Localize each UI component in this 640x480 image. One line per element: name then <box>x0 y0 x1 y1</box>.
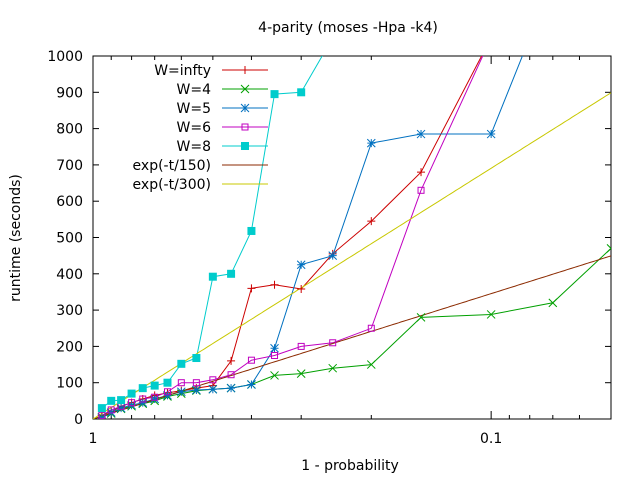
point-marker <box>247 380 256 389</box>
legend: W=infty W=4 W=5 W=6 W=8 exp(-t/150) exp(-t/300… <box>133 63 268 193</box>
y-axis-label: runtime (seconds) <box>8 174 24 302</box>
point-marker <box>163 388 171 396</box>
series-line <box>93 92 611 419</box>
legend-label: W=6 <box>177 120 212 136</box>
legend-label: W=4 <box>177 82 212 98</box>
point-marker <box>271 351 279 359</box>
axes: 0 100 200 300 400 500 600 700 800 900 1000 1 0.1 <box>47 49 611 447</box>
point-marker <box>328 363 338 373</box>
point-marker <box>97 404 106 413</box>
point-marker <box>247 356 255 364</box>
series-markers <box>97 34 611 419</box>
point-marker <box>487 34 495 42</box>
point-marker <box>227 371 235 379</box>
point-marker <box>297 342 305 350</box>
point-marker <box>150 381 159 390</box>
point-marker <box>176 387 186 397</box>
point-marker <box>151 393 159 401</box>
point-marker <box>297 285 306 294</box>
point-marker <box>296 260 306 270</box>
point-marker <box>226 383 236 393</box>
point-marker <box>139 395 147 403</box>
point-marker <box>488 35 494 41</box>
point-marker <box>98 411 106 419</box>
x-tick-label: 0.1 <box>480 431 502 447</box>
point-marker <box>247 284 256 293</box>
point-marker <box>107 396 116 405</box>
point-marker <box>138 398 148 408</box>
point-marker <box>270 90 279 99</box>
point-marker <box>486 310 496 319</box>
y-tick-label: 700 <box>56 158 83 174</box>
point-marker <box>270 371 279 380</box>
point-marker <box>150 394 160 404</box>
point-marker <box>548 298 558 308</box>
point-marker <box>240 84 250 94</box>
x-tick-label: 1 <box>89 431 98 447</box>
y-tick-label: 800 <box>56 122 83 138</box>
point-marker <box>606 244 611 253</box>
point-marker <box>296 369 306 378</box>
y-tick-label: 300 <box>56 303 83 319</box>
legend-label: W=infty <box>154 63 211 79</box>
point-marker <box>416 313 426 322</box>
point-marker <box>138 384 147 393</box>
point-marker <box>192 354 201 363</box>
legend-label: W=5 <box>177 101 211 117</box>
point-marker <box>208 272 217 281</box>
point-marker <box>177 379 185 387</box>
point-marker <box>209 376 217 384</box>
y-tick-label: 200 <box>56 339 83 355</box>
point-marker <box>329 339 337 347</box>
point-marker <box>163 378 172 387</box>
y-tick-label: 500 <box>56 231 83 247</box>
point-marker <box>177 359 186 368</box>
y-tick-label: 900 <box>56 85 83 101</box>
legend-label: exp(-t/300) <box>133 177 211 193</box>
point-marker <box>192 379 200 387</box>
point-marker <box>270 343 279 353</box>
x-axis-label: 1 - probability <box>301 458 399 474</box>
point-marker <box>241 123 249 131</box>
point-marker <box>116 403 126 413</box>
point-marker <box>107 406 115 414</box>
point-marker <box>208 384 218 394</box>
point-marker <box>417 186 425 194</box>
chart-title: 4-parity (moses -Hpa -k4) <box>258 20 438 36</box>
point-marker <box>227 269 236 278</box>
point-marker <box>367 217 376 226</box>
series-line <box>101 56 484 416</box>
point-marker <box>367 324 375 332</box>
point-marker <box>366 360 376 369</box>
point-marker <box>241 142 249 150</box>
y-tick-label: 0 <box>74 412 83 428</box>
series-line <box>101 56 523 419</box>
series-lines <box>93 56 611 419</box>
point-marker <box>297 88 306 97</box>
legend-label: exp(-t/150) <box>133 158 211 174</box>
point-marker <box>328 251 338 261</box>
point-marker <box>127 389 136 398</box>
point-marker <box>486 129 496 139</box>
y-tick-label: 1000 <box>47 49 83 65</box>
point-marker <box>526 34 534 42</box>
series-line <box>101 56 483 416</box>
point-marker <box>117 396 126 405</box>
point-marker <box>417 168 426 177</box>
legend-label: W=8 <box>177 139 211 155</box>
y-tick-label: 600 <box>56 194 83 210</box>
y-tick-label: 100 <box>56 376 83 392</box>
point-marker <box>241 66 249 74</box>
point-marker <box>163 391 172 400</box>
point-marker <box>227 356 236 365</box>
point-marker <box>270 280 279 289</box>
point-marker <box>192 385 201 395</box>
y-tick-label: 400 <box>56 267 83 283</box>
point-marker <box>247 226 256 235</box>
point-marker <box>416 129 426 139</box>
point-marker <box>240 103 250 113</box>
point-marker <box>366 138 376 148</box>
point-marker <box>128 399 136 407</box>
